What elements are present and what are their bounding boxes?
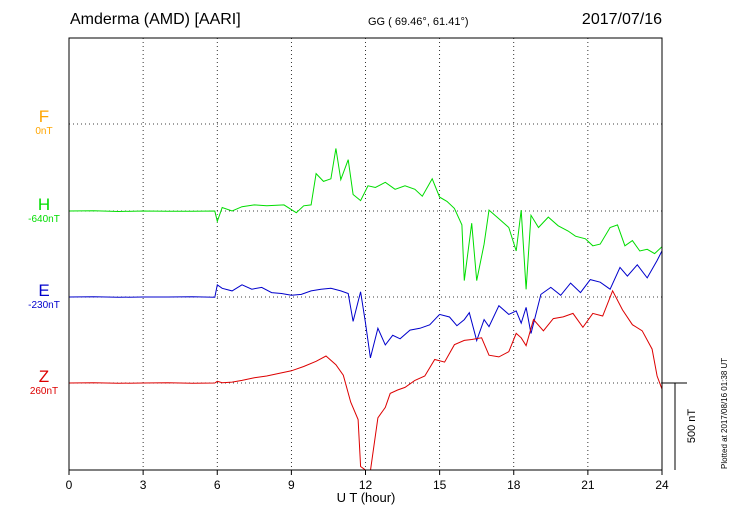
station-coordinates: GG ( 69.46°, 61.41°) — [368, 16, 469, 28]
station-title: Amderma (AMD) [AARI] — [70, 11, 241, 28]
component-label-h: H -640nT — [14, 196, 74, 226]
scale-bar-label: 500 nT — [686, 409, 698, 444]
component-label-e: E -230nT — [14, 282, 74, 312]
x-tick-label: 21 — [581, 478, 595, 492]
x-tick-label: 18 — [507, 478, 521, 492]
x-tick-label: 12 — [359, 478, 373, 492]
component-h-name: H — [37, 195, 51, 214]
x-tick-label: 0 — [66, 478, 73, 492]
x-tick-label: 9 — [288, 478, 295, 492]
grid-lines — [69, 38, 662, 470]
x-tick-label: 3 — [140, 478, 147, 492]
component-e-baseline: -230nT — [28, 300, 60, 311]
series-h-line — [69, 148, 662, 290]
x-tick-label: 15 — [433, 478, 447, 492]
plotted-timestamp: Plotted at 2017/08/16 01:38 UT — [720, 357, 729, 469]
series-z-line — [69, 289, 662, 470]
series-e-line — [69, 250, 662, 359]
x-axis-ticks: 0 3 6 9 12 15 18 21 24 — [66, 470, 669, 492]
x-tick-label: 6 — [214, 478, 221, 492]
component-label-f: F 0nT — [14, 108, 74, 138]
component-f-name: F — [38, 107, 50, 126]
x-tick-label: 24 — [655, 478, 669, 492]
traces — [69, 148, 662, 470]
component-z-baseline: 260nT — [29, 386, 59, 397]
component-e-name: E — [38, 281, 50, 300]
component-h-baseline: -640nT — [28, 214, 60, 225]
date-label: 2017/07/16 — [581, 11, 662, 28]
component-z-name: Z — [38, 367, 50, 386]
scale-bar: 500 nT — [662, 382, 698, 470]
x-axis-label: U T (hour) — [337, 490, 396, 505]
component-label-z: Z 260nT — [14, 368, 74, 398]
component-f-baseline: 0nT — [35, 126, 53, 137]
